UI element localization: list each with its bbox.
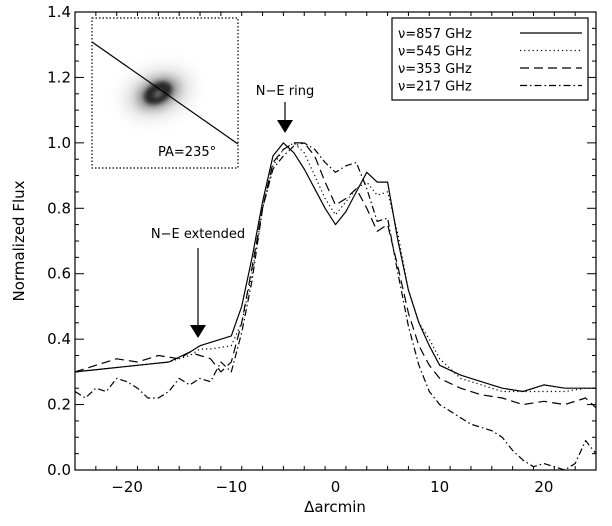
x-tick-label: −10 — [215, 478, 247, 496]
inset-image — [92, 41, 238, 145]
legend-box — [391, 17, 589, 101]
annotation-ne-ring: N−E ring — [256, 84, 314, 133]
y-tick-labels: 0.0 0.2 0.4 0.6 0.8 1.0 1.2 1.4 — [47, 3, 71, 479]
inset-pa-label: PA=235° — [158, 145, 216, 160]
series-line-dashdot — [75, 142, 596, 470]
axis-ticks — [74, 11, 597, 471]
legend-label: ν=545 GHz — [398, 45, 472, 60]
position-angle-line — [92, 41, 238, 145]
y-tick-label: 0.4 — [47, 330, 71, 348]
x-tick-label: 0 — [331, 478, 341, 496]
inset-border — [91, 17, 239, 169]
series-lines — [75, 142, 596, 470]
y-tick-label: 1.0 — [47, 134, 71, 152]
annotation-ne-extended-label: N−E extended — [151, 227, 245, 242]
y-tick-label: 0.2 — [47, 396, 71, 414]
x-tick-label: −20 — [111, 478, 143, 496]
annotation-ne-extended-arrowhead — [190, 325, 206, 338]
legend-label: ν=353 GHz — [398, 62, 472, 77]
annotation-ne-extended: N−E extended — [151, 227, 245, 338]
x-tick-label: 20 — [534, 478, 553, 496]
annotation-ne-ring-arrowhead — [277, 120, 293, 133]
inset-panel: PA=235° — [91, 17, 239, 169]
y-tick-label: 0.8 — [47, 199, 71, 217]
legend-label: ν=217 GHz — [398, 80, 472, 95]
y-axis-label: Normalized Flux — [10, 180, 28, 301]
legend-label: ν=857 GHz — [398, 27, 472, 42]
y-tick-label: 0.0 — [47, 461, 71, 479]
series-line-dashed — [75, 142, 596, 409]
series-line-solid — [75, 142, 596, 393]
y-tick-label: 1.4 — [47, 3, 71, 21]
legend: ν=857 GHz ν=545 GHz ν=353 GHz ν=217 GHz — [391, 17, 589, 101]
y-tick-label: 1.2 — [47, 68, 71, 86]
plot-frame — [74, 11, 597, 471]
x-tick-labels: −20 −10 0 10 20 — [111, 478, 553, 496]
x-tick-label: 10 — [430, 478, 449, 496]
y-tick-label: 0.6 — [47, 265, 71, 283]
series-line-dotted — [75, 142, 596, 393]
annotation-ne-ring-label: N−E ring — [256, 84, 314, 99]
x-axis-label: Δarcmin — [304, 498, 366, 516]
